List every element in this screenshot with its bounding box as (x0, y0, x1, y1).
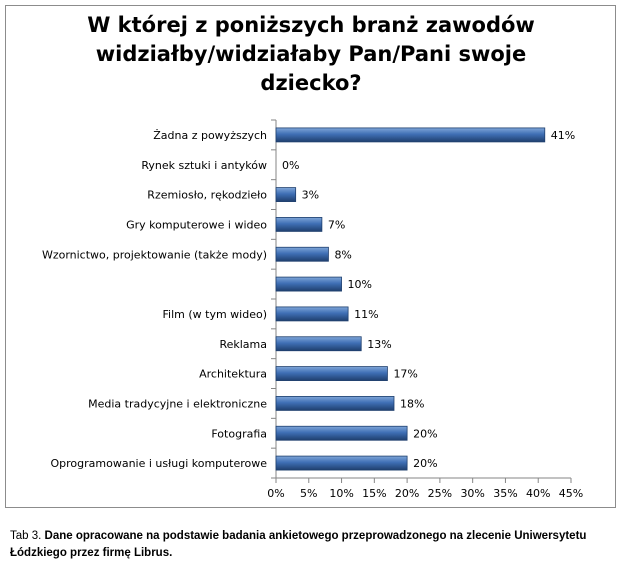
category-label: Rzemiosło, rękodzieło (147, 189, 267, 202)
data-label: 10% (348, 278, 372, 291)
x-tick-label: 45% (559, 487, 583, 500)
chart-title-line: widziałby/widziałaby Pan/Pani swoje (96, 42, 526, 66)
category-label: Film (w tym wideo) (163, 308, 268, 321)
bar (275, 187, 297, 202)
data-label: 18% (400, 397, 424, 410)
bars: 41% 0% 3% 7% 8% 10% 11% 13% 17% 18% 20% 20% (275, 127, 575, 471)
data-label: 3% (302, 189, 319, 202)
data-label: 20% (413, 427, 437, 440)
axes: 0% 5% 10% 15% 20% 25% 30% 35% 40% 45% (267, 119, 583, 500)
x-tick-label: 0% (267, 487, 284, 500)
data-label: 0% (282, 159, 299, 172)
caption-text: Dane opracowane na podstawie badania ank… (10, 530, 587, 559)
bar (275, 455, 408, 471)
data-label: 7% (328, 218, 345, 231)
bar (275, 127, 546, 143)
data-label: 41% (551, 129, 575, 142)
bar (275, 306, 349, 322)
bar (275, 396, 395, 411)
x-tick-label: 15% (362, 487, 386, 500)
data-label: 13% (367, 338, 391, 351)
table-caption: Tab 3. Dane opracowane na podstawie bada… (10, 528, 625, 562)
chart-title-line: W której z poniższych branż zawodów (87, 13, 535, 37)
x-tick-label: 40% (526, 487, 550, 500)
chart-frame: W której z poniższych branż zawodów widzi… (5, 5, 616, 508)
x-tick-label: 10% (329, 487, 353, 500)
category-label: Wzornictwo, projektowanie (także mody) (42, 248, 267, 261)
data-label: 20% (413, 457, 437, 470)
x-tick-label: 35% (493, 487, 517, 500)
category-labels: Żadna z powyższych Rynek sztuki i antyków… (42, 129, 267, 470)
bar (275, 276, 342, 292)
bar (275, 217, 323, 232)
caption-prefix: Tab 3. (10, 530, 45, 542)
x-tick-label: 5% (300, 487, 317, 500)
bar (275, 425, 408, 441)
bar (275, 336, 362, 352)
category-label: Oprogramowanie i usługi komputerowe (51, 457, 268, 470)
data-label: 17% (393, 368, 417, 381)
bar (275, 246, 329, 262)
chart-title-line: dziecko? (260, 71, 361, 95)
data-label: 8% (334, 248, 351, 261)
category-label: Fotografia (211, 427, 267, 440)
category-label: Architektura (199, 368, 267, 381)
bar-chart: W której z poniższych branż zawodów widzi… (42, 13, 583, 500)
x-tick-label: 20% (395, 487, 419, 500)
category-label: Media tradycyjne i elektroniczne (88, 397, 267, 410)
bar (275, 366, 388, 381)
data-label: 11% (354, 308, 378, 321)
category-label: Gry komputerowe i wideo (126, 218, 267, 231)
category-label: Rynek sztuki i antyków (141, 159, 267, 172)
category-label: Reklama (219, 338, 267, 351)
chart-title: W której z poniższych branż zawodów widzi… (87, 13, 535, 95)
x-tick-label: 25% (428, 487, 452, 500)
category-label: Żadna z powyższych (153, 129, 267, 142)
x-tick-label: 30% (460, 487, 484, 500)
